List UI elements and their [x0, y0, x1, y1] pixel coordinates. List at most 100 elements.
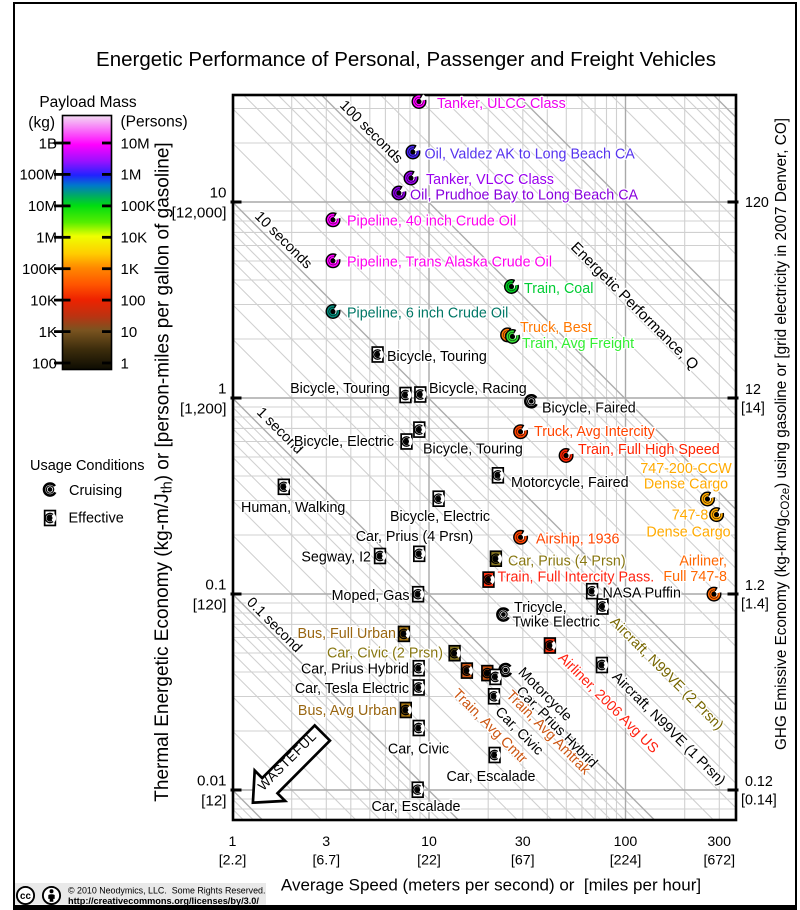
svg-text:[6.7]: [6.7]	[312, 853, 340, 869]
svg-text:Tanker, VLCC Class: Tanker, VLCC Class	[426, 172, 554, 188]
svg-text:10: 10	[121, 324, 138, 341]
svg-text:Bicycle, Racing: Bicycle, Racing	[429, 381, 527, 397]
svg-text:Train, Full Intercity Pass.: Train, Full Intercity Pass.	[498, 570, 655, 586]
svg-text:Bus, Avg Urban: Bus, Avg Urban	[298, 703, 397, 719]
svg-text:100: 100	[614, 834, 638, 850]
svg-text:Bus, Full Urban: Bus, Full Urban	[297, 626, 396, 642]
svg-text:Dense Cargo: Dense Cargo	[644, 477, 728, 493]
svg-text:[224]: [224]	[610, 853, 642, 869]
svg-text:1B: 1B	[39, 135, 57, 152]
svg-text:0.1: 0.1	[205, 577, 226, 594]
svg-text:Train, Avg Freight: Train, Avg Freight	[522, 336, 634, 352]
svg-text:NASA Puffin: NASA Puffin	[603, 586, 681, 602]
svg-text:(Persons): (Persons)	[121, 114, 188, 131]
svg-text:100K: 100K	[121, 198, 156, 215]
svg-text:Average Speed (meters per seco: Average Speed (meters per second) or [mi…	[281, 876, 701, 895]
svg-text:[12]: [12]	[201, 793, 226, 810]
svg-text:Effective: Effective	[69, 511, 124, 527]
svg-text:120: 120	[745, 195, 769, 211]
svg-text:1M: 1M	[36, 230, 57, 247]
svg-text:Cruising: Cruising	[69, 483, 122, 499]
svg-text:Tanker, ULCC Class: Tanker, ULCC Class	[437, 96, 566, 112]
svg-text:Truck, Avg Intercity: Truck, Avg Intercity	[534, 424, 656, 440]
svg-text:30: 30	[515, 834, 531, 850]
svg-text:Car, Tesla Electric: Car, Tesla Electric	[295, 681, 409, 697]
svg-text:Usage Conditions: Usage Conditions	[30, 458, 144, 474]
svg-text:(kg): (kg)	[28, 115, 55, 132]
svg-text:Payload Mass: Payload Mass	[39, 94, 137, 111]
svg-text:[12,000]: [12,000]	[172, 205, 227, 222]
svg-text:Train, Coal: Train, Coal	[524, 281, 593, 297]
svg-text:Car, Civic: Car, Civic	[388, 742, 449, 758]
svg-text:Pipeline, 6 inch Crude Oil: Pipeline, 6 inch Crude Oil	[347, 306, 508, 322]
svg-text:1K: 1K	[121, 261, 139, 278]
svg-text:747-8: 747-8	[672, 508, 709, 524]
svg-text:Airship, 1936: Airship, 1936	[536, 532, 619, 548]
svg-text:Truck, Best: Truck, Best	[520, 320, 592, 336]
svg-text:Bicycle, Touring: Bicycle, Touring	[423, 442, 523, 458]
svg-text:747-200-CCW: 747-200-CCW	[640, 461, 732, 477]
svg-text:Oil, Prudhoe Bay to Long Beach: Oil, Prudhoe Bay to Long Beach CA	[410, 188, 639, 204]
svg-text:Bicycle, Faired: Bicycle, Faired	[542, 401, 636, 417]
svg-text:[120]: [120]	[193, 597, 227, 614]
svg-text:[14]: [14]	[741, 401, 765, 417]
svg-text:Bicycle, Touring: Bicycle, Touring	[290, 381, 390, 397]
svg-text:3: 3	[322, 834, 330, 850]
svg-text:[22]: [22]	[417, 853, 441, 869]
svg-text:10K: 10K	[30, 292, 57, 309]
svg-text:0.01: 0.01	[197, 773, 227, 790]
svg-text:Car, Escalade: Car, Escalade	[446, 769, 535, 785]
svg-text:Human, Walking: Human, Walking	[241, 500, 345, 516]
svg-text:Motorcycle, Faired: Motorcycle, Faired	[511, 475, 629, 491]
svg-text:0.12: 0.12	[745, 774, 773, 790]
svg-text:Car, Civic (2 Prsn): Car, Civic (2 Prsn)	[327, 646, 443, 662]
svg-text:Segway, I2: Segway, I2	[301, 550, 371, 566]
svg-text:1: 1	[218, 381, 226, 398]
svg-text:Thermal Energetic Economy (kg-: Thermal Energetic Economy (kg-m/Jth) or …	[152, 142, 176, 801]
svg-text:Bicycle, Touring: Bicycle, Touring	[387, 349, 487, 365]
svg-text:Tricycle,: Tricycle,	[514, 600, 567, 616]
svg-text:cc: cc	[20, 891, 31, 902]
svg-text:Energetic Performance of Perso: Energetic Performance of Personal, Passe…	[96, 48, 716, 71]
svg-text:Dense Cargo: Dense Cargo	[646, 525, 730, 541]
svg-text:Car, Prius (4 Prsn): Car, Prius (4 Prsn)	[508, 554, 626, 570]
svg-text:10: 10	[210, 185, 227, 202]
svg-text:Car, Prius Hybrid: Car, Prius Hybrid	[301, 662, 409, 678]
svg-text:1M: 1M	[121, 167, 142, 184]
svg-text:10M: 10M	[121, 135, 150, 152]
svg-text:[1,200]: [1,200]	[180, 401, 226, 418]
svg-text:1K: 1K	[39, 324, 57, 341]
svg-text:100: 100	[32, 355, 57, 372]
svg-text:Bicycle, Electric: Bicycle, Electric	[294, 434, 394, 450]
svg-text:Full 747-8: Full 747-8	[663, 569, 727, 585]
svg-text:Train, Full High Speed: Train, Full High Speed	[578, 442, 720, 458]
svg-text:10K: 10K	[121, 230, 148, 247]
svg-text:300: 300	[707, 834, 731, 850]
svg-text:100M: 100M	[19, 167, 57, 184]
svg-text:Car, Escalade: Car, Escalade	[371, 799, 460, 815]
svg-text:http://creativecommons.org/lic: http://creativecommons.org/licenses/by/3…	[68, 896, 259, 906]
svg-text:[672]: [672]	[703, 853, 735, 869]
svg-text:12: 12	[745, 382, 761, 398]
svg-text:1: 1	[229, 834, 237, 850]
svg-text:[0.14]: [0.14]	[741, 793, 777, 809]
svg-text:Moped, Gas: Moped, Gas	[332, 588, 410, 604]
svg-text:[2.2]: [2.2]	[219, 853, 247, 869]
svg-text:1: 1	[121, 355, 129, 372]
svg-text:Car, Prius (4 Prsn): Car, Prius (4 Prsn)	[356, 529, 474, 545]
svg-text:Oil, Valdez AK to Long Beach C: Oil, Valdez AK to Long Beach CA	[425, 147, 636, 163]
svg-text:Twike Electric: Twike Electric	[513, 615, 600, 631]
svg-text:100: 100	[121, 292, 146, 309]
svg-text:100K: 100K	[22, 261, 57, 278]
svg-text:Pipeline, 40 inch Crude Oil: Pipeline, 40 inch Crude Oil	[347, 214, 516, 230]
svg-text:1.2: 1.2	[745, 578, 765, 594]
svg-text:© 2010 Neodymics, LLC. Some R: © 2010 Neodymics, LLC. Some Rights Reser…	[68, 885, 265, 895]
svg-text:[67]: [67]	[511, 853, 535, 869]
svg-text:GHG Emissive Economy (kg-km/gC: GHG Emissive Economy (kg-km/gCO2e) using…	[773, 118, 792, 750]
svg-text:Bicycle, Electric: Bicycle, Electric	[390, 509, 490, 525]
svg-text:[1.4]: [1.4]	[741, 597, 769, 613]
svg-text:10M: 10M	[28, 198, 57, 215]
svg-text:Pipeline, Trans Alaska Crude O: Pipeline, Trans Alaska Crude Oil	[347, 255, 552, 271]
svg-text:10: 10	[421, 834, 437, 850]
svg-text:Airliner,: Airliner,	[679, 554, 727, 570]
